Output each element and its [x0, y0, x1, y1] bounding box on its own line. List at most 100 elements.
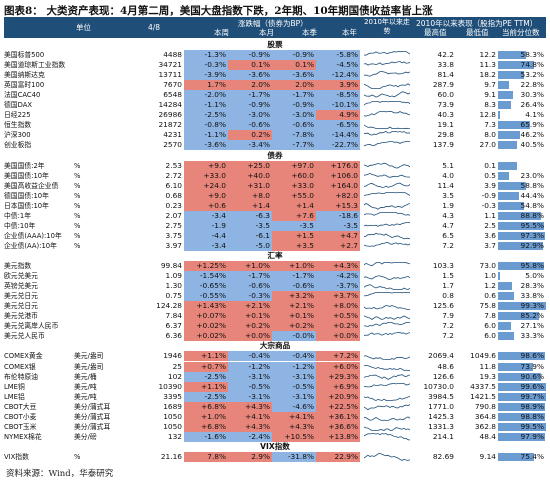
cell-lo: 9.7: [484, 80, 496, 90]
cell-name: 美元兑日元: [4, 302, 38, 311]
cell-lo: -0.3: [481, 200, 496, 210]
cell-lo: 0.6: [484, 291, 496, 301]
cell-val: 2.75: [165, 220, 182, 230]
table-row: 美国国债:2年% 2.53 +9.0 +25.0 +97.0 +176.0 5.1 0.1: [4, 160, 546, 171]
trend-sparkline: [364, 242, 410, 247]
cell-wk: +0.02%: [184, 331, 228, 342]
cell-wk: +0.07%: [184, 311, 228, 322]
cell-yr: +176.0: [316, 160, 360, 171]
section-header: VIX指数: [4, 442, 546, 452]
cell-unit: [74, 281, 130, 291]
cell-qt: +1.5: [272, 230, 316, 241]
cell-wk: +33.0: [184, 170, 228, 181]
cell-wk: -3.6%: [184, 140, 228, 151]
cell-lo: 9.1: [484, 90, 496, 100]
cell-pct: 99.3%: [520, 301, 544, 311]
trend-sparkline: [364, 403, 410, 410]
table-row: CBOT小麦 美分/蒲式耳 1050 +1.0% +4.1% +4.1% +36.1% 142…: [4, 411, 546, 422]
cell-yr: -18.6: [316, 210, 360, 221]
cell-yr: +36.6%: [316, 421, 360, 432]
cell-pct: 23.0%: [520, 170, 544, 180]
cell-hi: 7.2: [442, 321, 454, 331]
percentile-bar: [498, 81, 509, 90]
cell-hi: 103.3: [432, 261, 454, 271]
cell-val: 6548: [163, 90, 182, 100]
cell-hi: 214.1: [432, 431, 454, 441]
cell-yr: +4.3%: [316, 261, 360, 272]
cell-mo: -3.4%: [228, 140, 272, 151]
cell-val: 1946: [163, 351, 182, 361]
cell-pct: 95.8%: [520, 261, 544, 271]
cell-pct: 98.6%: [520, 351, 544, 361]
trend-sparkline: [364, 292, 410, 297]
cell-pct: 27.1%: [520, 321, 544, 331]
header-quarter: 本季: [302, 28, 317, 37]
cell-qt: -0.0%: [272, 331, 316, 342]
cell-hi: 287.9: [432, 80, 454, 90]
cell-name: 中债:1年: [4, 211, 32, 220]
cell-mo: +8.0: [228, 190, 272, 201]
cell-name: LME铝: [4, 392, 25, 401]
cell-lo: 6.0: [484, 331, 496, 341]
trend-sparkline: [364, 382, 410, 387]
cell-lo: 9.14: [479, 451, 496, 461]
cell-name: LME铜: [4, 382, 25, 391]
cell-val: 3.75: [165, 230, 182, 240]
cell-mo: -2.4%: [228, 431, 272, 442]
cell-lo: 362.8: [474, 421, 496, 431]
cell-name: 中债:10年: [4, 221, 36, 230]
cell-unit: [74, 120, 130, 130]
trend-sparkline: [364, 182, 410, 188]
cell-mo: -6.1: [228, 230, 272, 241]
cell-lo: 18.2: [479, 70, 496, 80]
cell-unit: 美分/磅: [74, 432, 97, 441]
cell-yr: -12.4%: [316, 70, 360, 81]
cell-val: 1689: [163, 401, 182, 411]
cell-lo: 19.3: [479, 371, 496, 381]
cell-mo: -0.6%: [228, 281, 272, 292]
cell-yr: 22.9%: [316, 451, 360, 462]
cell-pct: 28.3%: [520, 281, 544, 291]
cell-name: 美元兑人民币: [4, 332, 45, 341]
cell-wk: 7.8%: [184, 451, 228, 462]
percentile-bar: [498, 111, 500, 120]
cell-unit: 美元/盎司: [74, 352, 104, 361]
cell-wk: -1.3%: [184, 50, 228, 61]
cell-lo: 1049.6: [470, 351, 496, 361]
percentile-bar: [498, 322, 511, 331]
percentile-bar: [498, 352, 545, 361]
cell-val: 21.16: [160, 451, 182, 461]
cell-unit: 美元/盎司: [74, 362, 104, 371]
cell-unit: [74, 261, 130, 271]
cell-mo: -1.7%: [228, 90, 272, 101]
cell-hi: 4.0: [442, 170, 454, 180]
cell-val: 3.97: [165, 240, 182, 250]
table-row: 英镑兑美元 1.30 -0.65% -0.6% -0.6% -3.7% 1.7 1.2 28.3…: [4, 281, 546, 292]
percentile-bar: [498, 121, 530, 130]
cell-qt: -7.8%: [272, 130, 316, 141]
cell-yr: +22.5%: [316, 401, 360, 412]
percentile-bar: [498, 61, 534, 70]
table-row: 布伦特原油 美元/桶 102 -2.5% -3.1% -3.1% +29.3% 126.6 19…: [4, 371, 546, 382]
cell-mo: +0.1%: [228, 311, 272, 322]
cell-qt: -1.7%: [272, 271, 316, 282]
cell-unit: %: [74, 171, 81, 180]
cell-pct: 74.8%: [520, 60, 544, 70]
cell-mo: +1.0%: [228, 261, 272, 272]
cell-mo: 0.2%: [228, 130, 272, 141]
cell-lo: 6.0: [484, 321, 496, 331]
cell-wk: +0.02%: [184, 321, 228, 332]
trend-sparkline: [364, 221, 410, 227]
trend-sparkline: [364, 131, 410, 136]
cell-wk: -1.1%: [184, 100, 228, 111]
cell-mo: +0.0%: [228, 331, 272, 342]
cell-yr: -8.5%: [316, 90, 360, 101]
cell-mo: -0.6%: [228, 120, 272, 131]
cell-val: 1.30: [165, 281, 182, 291]
cell-yr: 3.9%: [316, 80, 360, 91]
cell-qt: +0.2%: [272, 321, 316, 332]
table-row: 日经225 26986 -2.5% -3.0% -3.0% 4.9% 40.3 12.8 4.1…: [4, 110, 546, 121]
header-low: 最低值: [466, 28, 489, 37]
percentile-bar: [498, 241, 543, 250]
header-unit: 单位: [76, 23, 91, 32]
